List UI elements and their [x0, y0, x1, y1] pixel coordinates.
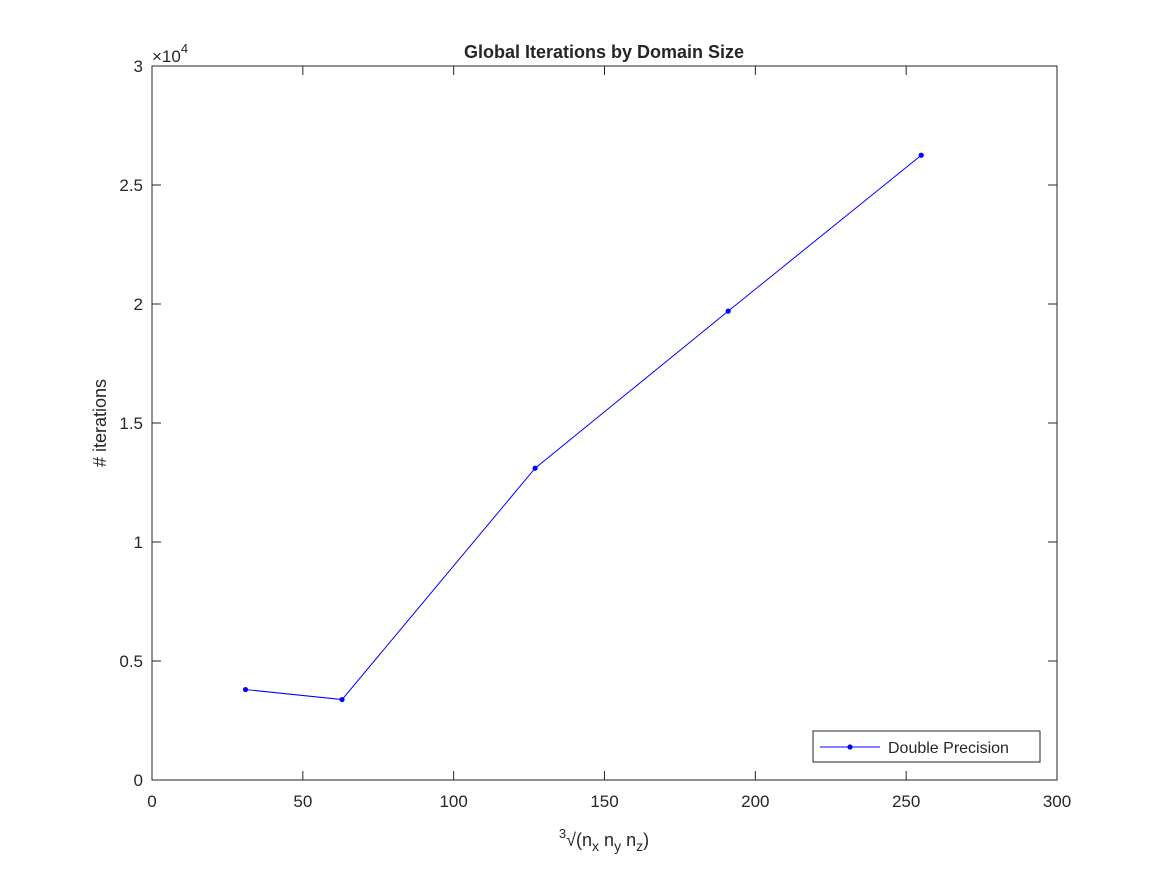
data-point — [339, 696, 345, 703]
x-tick-label: 100 — [439, 792, 467, 811]
legend-marker — [847, 744, 853, 750]
x-tick-label: 200 — [741, 792, 769, 811]
y-axis-ticks: 0 0.5 1 1.5 2 2.5 3 — [119, 57, 1057, 790]
x-label-n1: n — [582, 830, 592, 850]
legend-label: Double Precision — [888, 740, 1009, 757]
x-tick-label: 250 — [892, 792, 920, 811]
x-label-open-paren: ( — [576, 830, 582, 850]
y-tick-label: 2 — [134, 295, 143, 314]
x-label-close-paren: ) — [643, 830, 649, 850]
x-label-root-sign: √ — [566, 830, 576, 850]
y-multiplier-exponent: 4 — [181, 41, 188, 56]
y-tick-label: 0.5 — [119, 652, 143, 671]
chart-title: Global Iterations by Domain Size — [464, 42, 744, 62]
axes-box — [151, 65, 1058, 781]
y-axis-label: # iterations — [90, 379, 110, 467]
y-axis-multiplier: ×104 — [152, 41, 188, 66]
series-layer — [242, 152, 924, 703]
x-label-n3: n — [626, 830, 636, 850]
data-point — [918, 152, 924, 158]
y-tick-label: 1 — [134, 533, 143, 552]
x-tick-label: 150 — [590, 792, 618, 811]
y-tick-label: 3 — [134, 57, 143, 76]
y-tick-label: 2.5 — [119, 176, 143, 195]
data-point — [725, 308, 731, 314]
x-tick-label: 0 — [147, 792, 156, 811]
y-tick-label: 0 — [134, 771, 143, 790]
x-axis-label: 3√(nx ny nz) — [559, 826, 649, 854]
plot-area — [152, 66, 1057, 780]
legend: Double Precision — [812, 730, 1041, 763]
x-tick-label: 50 — [293, 792, 312, 811]
x-label-sub-y: y — [614, 838, 621, 854]
data-point — [532, 465, 538, 471]
data-point — [242, 686, 249, 693]
x-label-root-index: 3 — [559, 826, 566, 841]
x-axis-ticks: 0 50 100 150 200 250 300 — [147, 66, 1071, 811]
x-label-sub-x: x — [592, 838, 599, 854]
x-label-n2: n — [604, 830, 614, 850]
x-tick-label: 300 — [1043, 792, 1071, 811]
y-tick-label: 1.5 — [119, 414, 143, 433]
y-multiplier-base: ×10 — [152, 47, 181, 66]
x-label-sub-z: z — [636, 838, 643, 854]
